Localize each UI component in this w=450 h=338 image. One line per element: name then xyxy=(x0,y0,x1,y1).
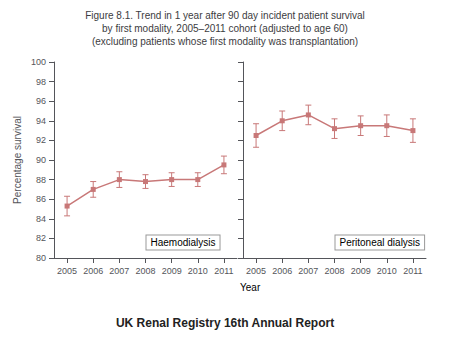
svg-text:2010: 2010 xyxy=(188,266,208,276)
svg-text:Figure 8.1. Trend in 1 year af: Figure 8.1. Trend in 1 year after 90 day… xyxy=(85,10,365,21)
svg-text:2007: 2007 xyxy=(298,266,318,276)
svg-text:2005: 2005 xyxy=(246,266,266,276)
svg-text:92: 92 xyxy=(36,135,46,145)
svg-text:2011: 2011 xyxy=(214,266,233,276)
svg-text:by first modality, 2005–2011 c: by first modality, 2005–2011 cohort (adj… xyxy=(102,23,348,34)
svg-text:UK Renal Registry 16th Annual: UK Renal Registry 16th Annual Report xyxy=(116,316,334,330)
svg-text:98: 98 xyxy=(36,77,46,87)
svg-text:2008: 2008 xyxy=(135,266,155,276)
svg-text:Percentage survival: Percentage survival xyxy=(12,116,23,204)
svg-text:90: 90 xyxy=(36,155,46,165)
svg-text:2010: 2010 xyxy=(377,266,397,276)
svg-text:2005: 2005 xyxy=(57,266,77,276)
svg-text:96: 96 xyxy=(36,96,46,106)
svg-text:2009: 2009 xyxy=(351,266,371,276)
svg-text:80: 80 xyxy=(36,253,46,263)
svg-text:2008: 2008 xyxy=(324,266,344,276)
svg-text:2011: 2011 xyxy=(403,266,422,276)
svg-text:100: 100 xyxy=(31,57,46,67)
svg-text:Peritoneal dialysis: Peritoneal dialysis xyxy=(340,237,421,248)
svg-text:88: 88 xyxy=(36,175,46,185)
svg-text:82: 82 xyxy=(36,233,46,243)
svg-text:2007: 2007 xyxy=(109,266,129,276)
svg-text:Haemodialysis: Haemodialysis xyxy=(151,237,216,248)
svg-text:(excluding patients whose firs: (excluding patients whose first modality… xyxy=(92,36,358,47)
svg-text:94: 94 xyxy=(36,116,46,126)
svg-text:86: 86 xyxy=(36,194,46,204)
svg-text:84: 84 xyxy=(36,214,46,224)
svg-text:Year: Year xyxy=(240,282,261,293)
svg-text:2006: 2006 xyxy=(83,266,103,276)
svg-text:2009: 2009 xyxy=(162,266,182,276)
svg-text:2006: 2006 xyxy=(272,266,292,276)
